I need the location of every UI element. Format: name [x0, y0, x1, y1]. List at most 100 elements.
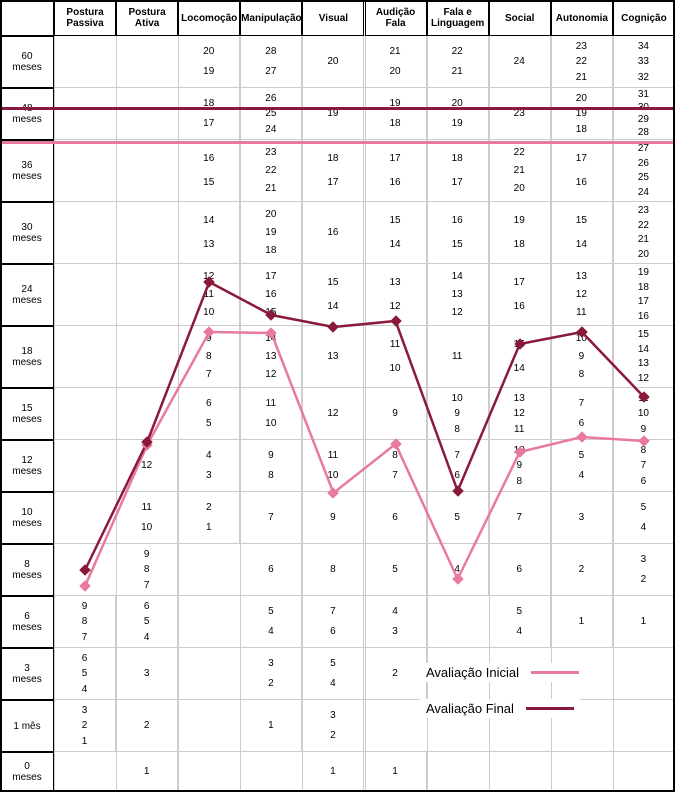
cell-value: 7 — [516, 512, 522, 523]
rowheader-m60: 60 meses — [0, 36, 54, 88]
cell-value: 16 — [576, 177, 587, 188]
cell-m8-cognicao: 32 — [613, 544, 675, 596]
cell-value: 21 — [452, 66, 463, 77]
cell-value: 9 — [268, 450, 274, 461]
cell-value: 16 — [327, 227, 338, 238]
cell-value: 12 — [514, 408, 525, 419]
cell-m48-audicao_fala: 1918 — [365, 88, 427, 140]
cell-value: 2 — [82, 720, 88, 731]
cell-m1-postura_ativa: 2 — [116, 700, 178, 752]
cell-value: 12 — [389, 301, 400, 312]
cell-value: 17 — [576, 153, 587, 164]
cell-value: 6 — [579, 418, 585, 429]
cell-value: 7 — [268, 512, 274, 523]
cell-m60-audicao_fala: 2120 — [365, 36, 427, 88]
rowheader-m30: 30 meses — [0, 202, 54, 264]
header-visual: Visual — [302, 0, 364, 36]
horizontal-rule-final — [0, 107, 675, 110]
cell-value: 17 — [203, 118, 214, 129]
series-point-final-0 — [79, 564, 90, 575]
cell-value: 21 — [638, 234, 649, 245]
rowheader-m36: 36 meses — [0, 140, 54, 202]
cell-m36-social: 222120 — [489, 140, 551, 202]
cell-m15-manipulacao: 1110 — [240, 388, 302, 440]
cell-m10-audicao_fala: 6 — [365, 492, 427, 544]
cell-value: 9 — [579, 351, 585, 362]
cell-value: 17 — [452, 177, 463, 188]
rowheader-m15: 15 meses — [0, 388, 54, 440]
cell-m48-manipulacao: 262524 — [240, 88, 302, 140]
cell-value: 13 — [576, 271, 587, 282]
cell-value: 17 — [265, 271, 276, 282]
legend-label-final: Avaliação Final — [426, 701, 514, 716]
cell-value: 5 — [579, 450, 585, 461]
cell-value: 20 — [638, 249, 649, 260]
cell-value: 21 — [265, 183, 276, 194]
cell-m8-social: 6 — [489, 544, 551, 596]
cell-value: 2 — [579, 564, 585, 575]
header-manipulacao: Manipulação — [240, 0, 302, 36]
cell-value: 27 — [265, 66, 276, 77]
cell-value: 7 — [206, 369, 212, 380]
cell-m60-visual: 20 — [302, 36, 364, 88]
cell-m6-postura_passiva: 987 — [54, 596, 116, 648]
cell-value: 4 — [206, 450, 212, 461]
cell-m1-manipulacao: 1 — [240, 700, 302, 752]
cell-value: 28 — [265, 46, 276, 57]
cell-value: 5 — [144, 616, 150, 627]
cell-m60-fala_linguagem: 22 21 — [427, 36, 489, 88]
cell-m24-cognicao: 19181716 — [613, 264, 675, 326]
cell-value: 4 — [516, 626, 522, 637]
cell-m30-visual: 16 — [302, 202, 364, 264]
cell-m10-social: 7 — [489, 492, 551, 544]
cell-value: 3 — [392, 626, 398, 637]
cell-value: 22 — [452, 46, 463, 57]
cell-value: 14 — [514, 363, 525, 374]
cell-m36-autonomia: 1716 — [551, 140, 613, 202]
cell-value: 15 — [452, 239, 463, 250]
header-audicao_fala: Audição Fala — [365, 0, 427, 36]
cell-value: 26 — [265, 93, 276, 104]
cell-value: 8 — [579, 369, 585, 380]
cell-value: 23 — [576, 41, 587, 52]
cell-value: 9 — [330, 512, 336, 523]
legend-swatch-final — [526, 707, 574, 710]
cell-m3-manipulacao: 32 — [240, 648, 302, 700]
legend-label-initial: Avaliação Inicial — [426, 665, 519, 680]
cell-m6-manipulacao: 54 — [240, 596, 302, 648]
cell-value: 7 — [392, 470, 398, 481]
cell-value: 16 — [452, 215, 463, 226]
cell-value: 11 — [141, 502, 151, 513]
cell-m18-fala_linguagem: 11 — [427, 326, 489, 388]
rowheader-m18: 18 meses — [0, 326, 54, 388]
cell-value: 6 — [641, 476, 647, 487]
horizontal-rule-initial — [0, 141, 675, 144]
cell-m30-social: 1918 — [489, 202, 551, 264]
cell-m30-audicao_fala: 1514 — [365, 202, 427, 264]
cell-value: 18 — [265, 245, 276, 256]
cell-value: 3 — [82, 705, 88, 716]
cell-value: 19 — [265, 227, 276, 238]
cell-value: 18 — [638, 282, 649, 293]
cell-value: 8 — [82, 616, 88, 627]
cell-m60-social: 24 — [489, 36, 551, 88]
cell-value: 3 — [579, 512, 585, 523]
cell-value: 4 — [392, 606, 398, 617]
cell-value: 13 — [514, 393, 525, 404]
cell-m15-fala_linguagem: 1098 — [427, 388, 489, 440]
cell-m1-postura_passiva: 321 — [54, 700, 116, 752]
cell-value: 2 — [392, 668, 398, 679]
cell-value: 28 — [638, 127, 649, 138]
legend-swatch-initial — [531, 671, 579, 674]
cell-value: 29 — [638, 114, 649, 125]
cell-value: 11 — [452, 351, 462, 362]
header-postura_passiva: Postura Passiva — [54, 0, 116, 36]
cell-m10-postura_ativa: 1110 — [116, 492, 178, 544]
cell-value: 21 — [514, 165, 525, 176]
cell-m8-autonomia: 2 — [551, 544, 613, 596]
cell-value: 9 — [392, 408, 398, 419]
header-fala_linguagem: Fala e Linguagem — [427, 0, 489, 36]
cell-value: 4 — [268, 626, 274, 637]
cell-value: 11 — [514, 424, 524, 435]
cell-value: 31 — [638, 89, 649, 100]
